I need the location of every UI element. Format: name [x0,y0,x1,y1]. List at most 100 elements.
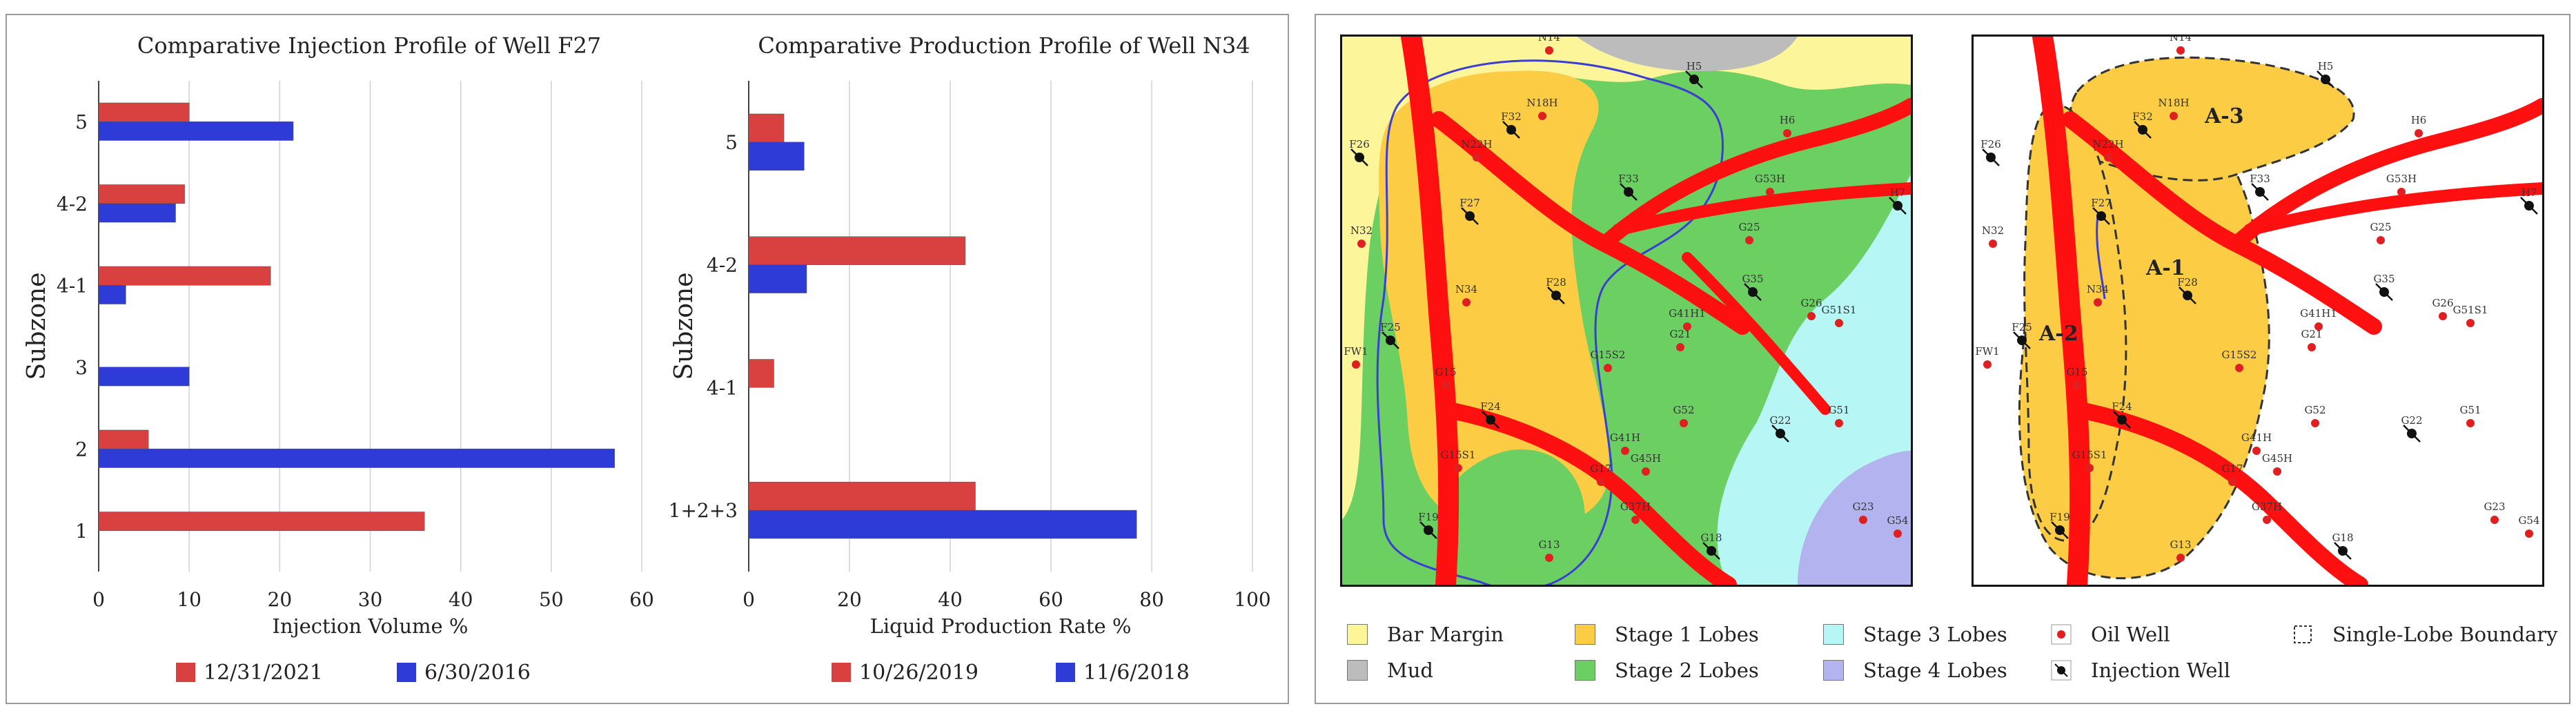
injection-well-icon [2051,660,2072,681]
lobe-map-canvas: A-1 A-2 A-3 N14 H5 N18H F32 H6 N22H F26 F27 F33 G… [1974,37,2542,585]
oil-well-icon [1835,319,1843,327]
well-label: G22 [1769,414,1791,427]
x-tick-label: 40 [938,588,963,611]
legend-label: 12/31/2021 [204,661,323,685]
oil-well-icon [2439,312,2447,320]
injection-well-stroke [1350,148,1368,166]
injection-well-stroke [1889,197,1907,215]
lobe-label-a3: A-3 [2204,104,2244,128]
legend-swatch [1823,624,1844,645]
injection-well-stroke [2317,70,2334,88]
injection-well-stroke [2092,207,2110,225]
oil-well-icon [1807,312,1816,320]
oil-well-icon [1631,516,1640,524]
y-tick-label: 4-2 [57,193,88,215]
well-label: G37H [1620,500,1651,513]
oil-well-icon [2104,153,2112,162]
oil-well-icon [2415,129,2423,137]
injection-well-stroke [1771,425,1789,442]
well-label: G25 [1738,221,1760,233]
y-tick-label: 5 [725,131,738,154]
well-label: N32 [1350,224,1373,237]
well-label: F32 [2132,110,2153,123]
y-tick-label: 4-1 [707,376,738,399]
oil-well-icon [2466,419,2475,427]
injection-well-stroke [1702,542,1720,560]
oil-well-icon [1680,419,1688,427]
legend-swatch [1575,660,1595,681]
y-tick-label: 4-1 [57,274,88,297]
oil-well-icon [1894,529,1902,538]
well-label: G15S2 [1591,349,1626,361]
chart-2: 0 20 40 60 80 100 5 4-2 4-1 1+2+3 Comparative Prod… [669,32,1271,685]
legend-injection-well: Injection Well [2051,659,2230,682]
bar-12/31/2021 [98,266,271,286]
well-label: G41H1 [1669,307,1706,320]
oil-well-icon [1859,516,1867,524]
legend-swatch [1347,624,1368,645]
well-label: FW1 [1975,345,1999,358]
well-label: F32 [1501,110,1522,123]
bar-12/31/2021 [98,512,425,531]
injection-well-stroke [1502,121,1520,139]
well-label: H7 [1890,186,1906,199]
well-label: G52 [2304,404,2326,416]
well-label: G37H [2252,500,2282,513]
x-tick-label: 40 [449,588,473,611]
well-label: N32 [1982,224,2004,237]
well-label: H5 [1687,60,1702,72]
injection-well-stroke [1685,70,1703,88]
oil-well-icon [1454,464,1462,472]
well-label: N18H [2158,97,2189,109]
well-label: G51 [1828,404,1849,416]
injection-well-stroke [2403,425,2421,442]
well-label: F27 [2091,197,2112,209]
x-axis-label: Liquid Production Rate % [870,614,1132,638]
well-label: G26 [1800,297,1822,309]
well-label: G45H [2262,452,2292,465]
injection-well-stroke [2113,411,2131,429]
well-label: G13 [1538,538,1560,551]
x-tick-label: 60 [1039,588,1063,611]
bar-12/31/2021 [98,102,190,122]
bar-6/30/2016 [98,121,294,141]
well-label: H6 [2411,114,2427,126]
x-axis-label: Injection Volume % [273,614,469,638]
oil-well-icon [2085,464,2094,472]
injection-well-stroke [1982,148,2000,166]
well-label: F28 [2177,276,2198,289]
well-label: H6 [1780,114,1796,126]
oil-well-icon [1538,112,1546,120]
map-legend: Bar Margin Mud Stage 1 Lobes Stage 2 Lob… [1347,623,2562,699]
well-label: F26 [1980,138,2001,150]
y-tick-label: 2 [75,438,88,460]
oil-well-icon [2311,419,2319,427]
well-label: G22 [2401,414,2422,427]
well-label: G17 [1590,463,1611,475]
x-tick-label: 20 [268,588,293,611]
oil-well-icon [1357,240,1366,248]
well-label: F33 [1618,173,1639,185]
well-label: N18H [1526,97,1557,109]
lobe-boundary-icon [2294,625,2312,643]
well-label: H7 [2521,186,2537,199]
y-axis-label: Subzone [23,272,51,380]
well-label: N34 [1455,283,1477,295]
facies-map-canvas: N14 H5 N18H F32 H6 N22H F26 F27 F33 G53H H7 N32 G25 G… [1342,37,1911,585]
bar-6/30/2016 [98,367,190,387]
injection-well-stroke [2334,542,2352,560]
well-label: G15S2 [2222,349,2257,361]
legend-swatch [397,663,416,682]
oil-well-icon [1835,419,1843,427]
well-label: G15 [2066,366,2087,378]
bar-11/6/2018 [748,509,1137,539]
legend-label: 10/26/2019 [859,661,979,685]
well-label: F25 [2012,321,2032,333]
oil-well-icon [1621,447,1629,455]
y-tick-label: 1 [75,520,88,543]
well-label: G35 [1742,273,1763,285]
bar-11/6/2018 [748,264,807,293]
legend-swatch [832,663,851,682]
x-tick-label: 0 [92,588,105,611]
oil-well-icon [2397,188,2406,196]
